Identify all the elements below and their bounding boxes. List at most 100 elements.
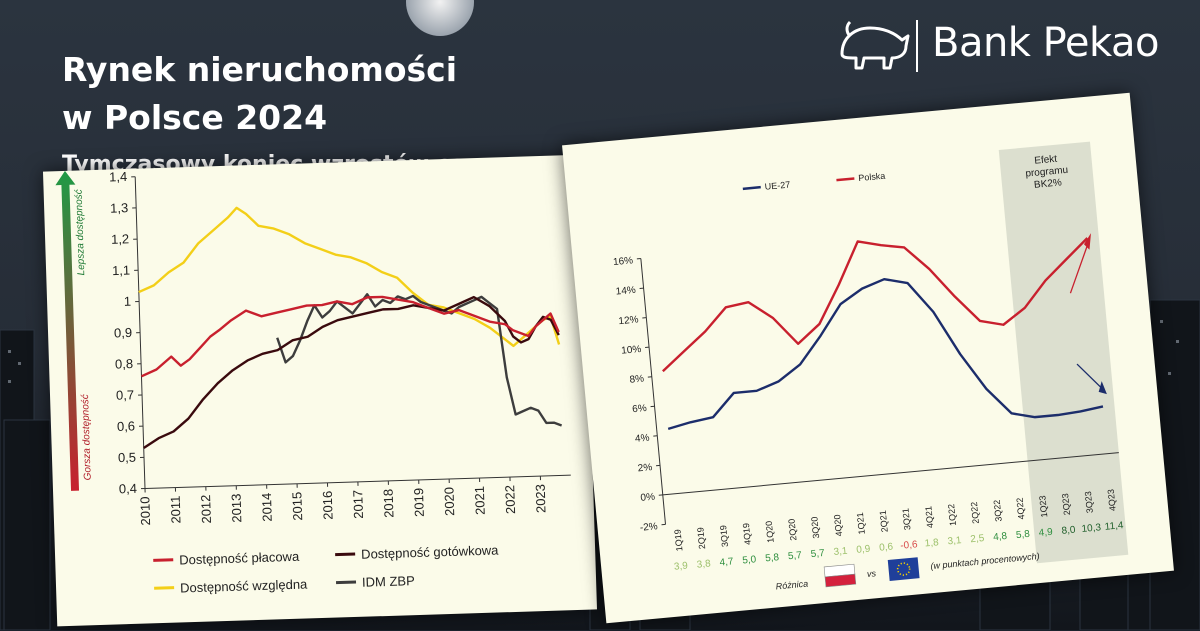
- difference-value: 5,0: [742, 554, 757, 566]
- x-tick-label: 2Q19: [695, 527, 707, 550]
- legend-swatch: [836, 178, 854, 180]
- difference-value: 5,7: [810, 548, 825, 560]
- unit-note: (w punktach procentowych): [930, 551, 1040, 571]
- legend-label: IDM ZBP: [362, 573, 415, 590]
- difference-value: 1,8: [924, 537, 939, 549]
- y-tick-label: 1,2: [111, 231, 130, 247]
- brand-logo: Bank Pekao: [836, 14, 1166, 74]
- x-tick-label: 3Q21: [901, 508, 913, 531]
- difference-value: 4,8: [993, 531, 1008, 543]
- difference-value: 0,9: [856, 544, 871, 556]
- x-tick-label: 4Q23: [1106, 489, 1118, 512]
- series-line-idm-zbp: [276, 288, 562, 434]
- pl-flag-icon: [824, 564, 856, 587]
- difference-value: 5,8: [765, 552, 780, 564]
- eu-flag-icon: [888, 557, 920, 581]
- x-tick-label: 2018: [381, 489, 397, 518]
- x-tick-label: 2Q23: [1060, 493, 1072, 516]
- y-tick-label: 0,5: [118, 450, 137, 466]
- difference-value: 3,9: [673, 561, 688, 573]
- legend-swatch: [743, 187, 761, 189]
- difference-value: 5,7: [788, 550, 803, 562]
- difference-value: 3,1: [947, 535, 962, 547]
- legend-swatch: [153, 560, 173, 561]
- y-tick-label: -2%: [639, 521, 658, 534]
- x-tick-label: 4Q20: [832, 514, 844, 537]
- legend-label: Dostępność względna: [180, 576, 308, 595]
- x-tick-label: 1Q23: [1037, 495, 1049, 518]
- x-tick-label: 2Q21: [878, 510, 890, 533]
- y-tick-label: 2%: [637, 462, 653, 474]
- brand-separator: [916, 20, 918, 72]
- legend-swatch: [335, 554, 355, 555]
- y-tick-label: 16%: [613, 255, 634, 268]
- y-tick-label: 1,1: [112, 263, 131, 279]
- x-tick-label: 2022: [502, 485, 518, 514]
- x-tick-label: 2012: [198, 494, 214, 523]
- difference-value: 4,7: [719, 556, 734, 568]
- y-tick-label: 0,8: [115, 356, 134, 372]
- difference-value: -0,6: [900, 539, 919, 552]
- x-tick-label: 2Q20: [786, 518, 798, 541]
- x-tick-label: 2Q22: [969, 501, 981, 524]
- y-axis-line: [641, 259, 666, 525]
- price-growth-chart: Efekt programu BK2% -2%0%2%4%6%8%10%12%1…: [562, 93, 1174, 624]
- legend-label: Polska: [858, 171, 886, 183]
- difference-value: 5,8: [1016, 529, 1031, 541]
- legend-swatch: [336, 582, 356, 583]
- affordability-plot-area: [136, 198, 562, 448]
- affordability-chart: Lepsza dostępność Gorsza dostępność 0,40…: [43, 155, 597, 627]
- y-tick-label: 10%: [621, 344, 642, 357]
- difference-value: 2,5: [970, 533, 985, 545]
- y-tick-label: 0,4: [119, 481, 138, 497]
- series-line-dostępność-względna: [136, 198, 559, 358]
- x-tick-label: 4Q21: [923, 506, 935, 529]
- y-tick-label: 0,7: [116, 387, 135, 403]
- price-growth-chart-card: Efekt programu BK2% -2%0%2%4%6%8%10%12%1…: [562, 93, 1174, 624]
- y-tick-label: 4%: [635, 433, 651, 445]
- bk2-label-line1: Efekt: [1034, 154, 1058, 167]
- x-tick-label: 2019: [411, 488, 427, 517]
- x-tick-label: 3Q22: [992, 499, 1004, 522]
- x-tick-label: 1Q19: [672, 529, 684, 552]
- x-tick-label: 2017: [350, 490, 366, 519]
- x-tick-label: 2015: [289, 492, 305, 521]
- x-tick-label: 2023: [533, 484, 549, 513]
- y-tick-label: 1,4: [109, 169, 128, 185]
- x-tick-label: 2014: [259, 492, 275, 521]
- brand-name: Bank Pekao: [932, 20, 1159, 66]
- x-tick-label: 4Q19: [741, 523, 753, 546]
- difference-value: 3,8: [696, 558, 711, 570]
- y-tick-label: 6%: [632, 403, 648, 415]
- y-tick-label: 14%: [615, 285, 636, 298]
- x-tick-label: 1Q21: [855, 512, 867, 535]
- y-tick-label: 0,9: [114, 325, 133, 341]
- y-tick-label: 8%: [629, 373, 645, 385]
- legend-label: UE-27: [764, 179, 790, 191]
- legend-swatch: [154, 588, 174, 589]
- page-title-line2: w Polsce 2024: [62, 96, 327, 140]
- x-tick-label: 2020: [441, 487, 457, 516]
- arrow-label-better: Lepsza dostępność: [74, 189, 88, 275]
- difference-value: 3,1: [833, 546, 848, 558]
- y-tick-label: 1: [124, 294, 132, 309]
- x-tick-label: 2013: [228, 493, 244, 522]
- difference-value: 8,0: [1061, 525, 1076, 537]
- legend-label: Dostępność gotówkowa: [361, 542, 499, 561]
- vs-label: vs: [866, 568, 876, 579]
- x-tick-label: 3Q19: [718, 525, 730, 548]
- difference-value: 10,3: [1081, 522, 1102, 535]
- x-tick-label: 1Q20: [764, 520, 776, 543]
- y-tick-label: 12%: [618, 314, 639, 327]
- price-growth-legend: UE-27 Polska: [742, 171, 885, 194]
- page-title-line1: Rynek nieruchomości: [62, 48, 457, 92]
- x-tick-label: 3Q23: [1083, 491, 1095, 514]
- difference-label: Różnica: [775, 579, 808, 592]
- difference-value: 11,4: [1104, 520, 1124, 533]
- x-tick-label: 2011: [168, 495, 184, 523]
- x-tick-label: 4Q22: [1015, 497, 1027, 520]
- x-tick-label: 3Q20: [809, 516, 821, 539]
- x-tick-label: 1Q22: [946, 503, 958, 526]
